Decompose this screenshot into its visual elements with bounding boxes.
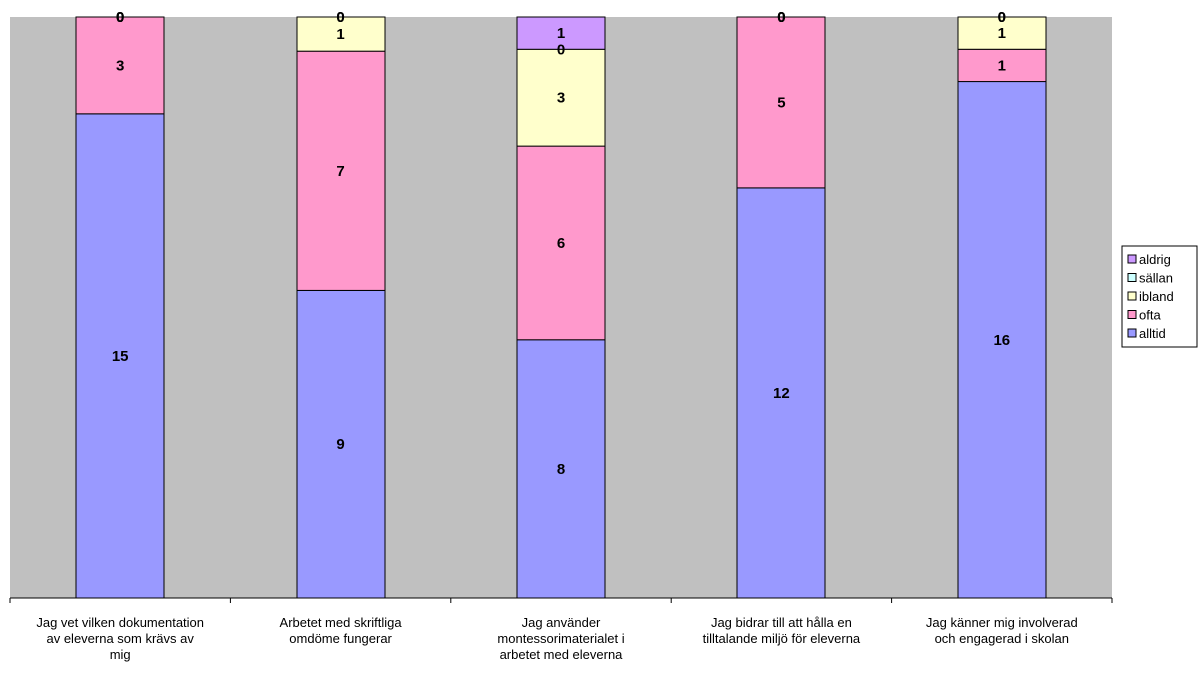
data-label-alltid-3: 8 (557, 461, 565, 478)
legend-swatch-alltid (1127, 328, 1137, 338)
data-label-aldrig-1: 0 (116, 9, 124, 26)
legend: aldrig sällan ibland ofta alltid (1121, 245, 1198, 348)
data-label-aldrig-2: 0 (336, 9, 344, 26)
data-label-ibland-1: 0 (116, 9, 124, 26)
data-label-alltid-2: 9 (336, 436, 344, 453)
data-label-alltid-5: 16 (993, 332, 1010, 349)
data-label-ibland-3: 3 (557, 90, 565, 107)
x-axis: Jag vet vilken dokumentation av eleverna … (9, 597, 1113, 662)
bar-segment-ofta-4 (736, 16, 826, 189)
legend-label-ofta: ofta (1139, 308, 1161, 323)
x-tick-label-1: Jag vet vilken dokumentation av eleverna … (36, 615, 204, 662)
data-label-sällan-4: 0 (777, 9, 785, 26)
bar-segment-aldrig-3 (516, 16, 606, 50)
data-label-alltid-4: 12 (773, 385, 790, 402)
data-label-ofta-4: 5 (777, 94, 785, 111)
data-label-aldrig-3: 1 (557, 25, 565, 42)
bar-segment-alltid-2 (296, 289, 386, 599)
legend-swatch-aldrig (1127, 254, 1137, 264)
data-label-sällan-2: 0 (336, 9, 344, 26)
data-label-aldrig-5: 0 (998, 9, 1006, 26)
legend-swatch-ofta (1127, 310, 1137, 319)
bar-segment-ofta-2 (296, 50, 386, 291)
legend-label-aldrig: aldrig (1139, 252, 1171, 267)
bar-segment-ofta-5 (957, 48, 1047, 83)
x-tick-label-4: Jag bidrar till att hålla en tilltalande … (703, 615, 861, 646)
bars-group (75, 16, 1047, 599)
x-tick-label-2: Arbetet med skriftliga omdöme fungerar (280, 615, 403, 646)
data-label-sällan-3: 0 (557, 41, 565, 58)
data-label-ibland-5: 1 (998, 25, 1006, 42)
bar-segment-alltid-5 (957, 81, 1047, 599)
data-label-alltid-1: 15 (112, 348, 129, 365)
bar-segment-ibland-5 (957, 16, 1047, 50)
data-label-ofta-3: 6 (557, 235, 565, 252)
legend-label-sällan: sällan (1139, 271, 1173, 286)
bar-segment-ofta-1 (75, 16, 165, 115)
legend-label-ibland: ibland (1139, 289, 1174, 304)
legend-swatch-ibland (1127, 291, 1137, 301)
legend-label-alltid: alltid (1139, 326, 1166, 341)
data-label-ofta-5: 1 (998, 57, 1006, 74)
bar-segment-ofta-3 (516, 145, 606, 341)
data-label-sällan-5: 0 (998, 9, 1006, 26)
data-label-ofta-2: 7 (336, 163, 344, 180)
x-tick-label-3: Jag använder montessorimaterialet i arbete… (497, 615, 624, 662)
data-label-ibland-2: 1 (336, 26, 344, 43)
data-label-sällan-1: 0 (116, 9, 124, 26)
bar-segment-ibland-2 (296, 16, 386, 52)
bar-segment-alltid-1 (75, 113, 165, 599)
data-label-aldrig-4: 0 (777, 9, 785, 26)
x-tick-label-5: Jag känner mig involverad och engagerad i… (926, 615, 1078, 646)
bar-segment-alltid-4 (736, 187, 826, 599)
legend-swatch-sällan (1127, 273, 1137, 282)
bar-segment-ibland-3 (516, 48, 606, 147)
data-label-ibland-4: 0 (777, 9, 785, 26)
data-label-ofta-1: 3 (116, 57, 124, 74)
